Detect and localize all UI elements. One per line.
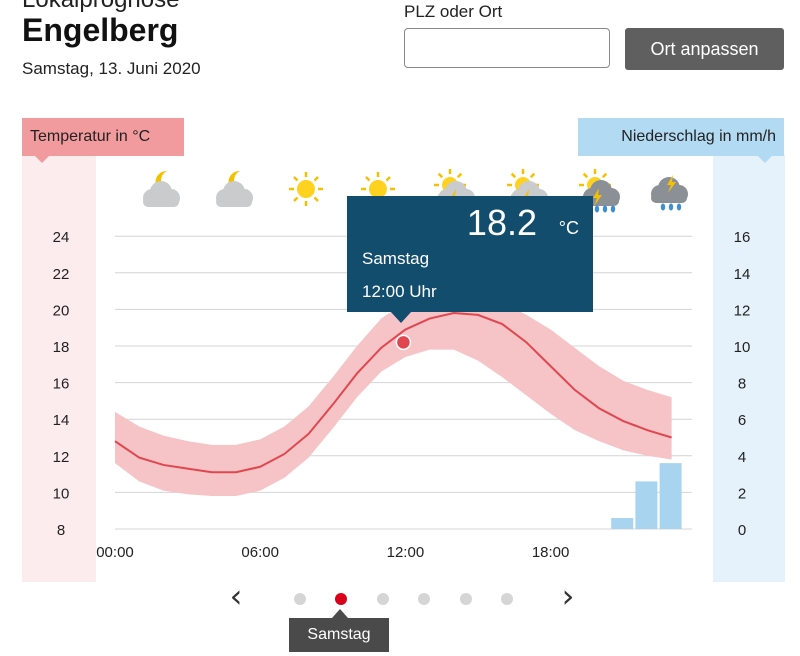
time-tick-label: 06:00 [241,544,279,561]
tooltip-time: 12:00 Uhr [362,282,437,301]
temperature-tick-label: 20 [53,302,70,319]
precipitation-tick-label: 0 [738,522,746,539]
tooltip-day: Samstag [362,249,430,268]
time-tick-label: 00:00 [96,544,134,561]
precipitation-axis-title: Niederschlag in mm/h [578,118,784,156]
tooltip-unit: °C [558,218,579,238]
temperature-tick-label: 24 [53,229,70,246]
moon-cloud-icon [216,170,253,207]
day-pager-dot[interactable] [335,593,347,605]
temperature-tick-label: 8 [57,522,65,539]
value-tooltip: 18.2 °C Samstag 12:00 Uhr [347,196,593,312]
tooltip-value: 18.2 [466,202,537,243]
precipitation-axis-band [713,155,785,582]
precipitation-axis-title-pointer [757,155,773,163]
time-tick-label: 18:00 [532,544,570,561]
highlighted-temperature-point [395,334,412,351]
precipitation-bar [635,481,658,529]
moon-cloud-icon [143,170,180,207]
location-search-label: PLZ oder Ort [404,2,503,21]
day-pager-dot[interactable] [501,593,513,605]
precipitation-tick-label: 4 [738,449,746,466]
cloud-rain-lightning-icon [651,175,688,211]
day-pager-dot[interactable] [418,593,430,605]
temperature-line [114,312,672,474]
day-pager-dot[interactable] [294,593,306,605]
time-tick-label: 12:00 [387,544,425,561]
day-pager-dot[interactable] [460,593,472,605]
location-search-input[interactable] [404,28,610,68]
day-pager-dot[interactable] [377,593,389,605]
page-kicker: Lokalprognose [22,0,179,14]
sun-icon [289,172,323,206]
previous-day-arrow[interactable]: ‹ [229,577,243,615]
temperature-tick-label: 16 [53,376,70,393]
temperature-tick-label: 12 [53,449,70,466]
tooltip-pointer [390,311,412,323]
temperature-axis-band [22,155,96,582]
page-date: Samstag, 13. Juni 2020 [22,59,201,78]
precipitation-bar [659,463,682,529]
precipitation-tick-label: 8 [738,376,746,393]
temperature-tick-label: 10 [53,485,70,502]
temperature-tick-label: 14 [53,412,70,429]
day-label: Samstag [289,618,389,652]
precipitation-tick-label: 10 [734,339,751,356]
page-title: Engelberg [22,12,179,48]
temperature-axis-title: Temperatur in °C [22,118,184,156]
temperature-range-band [115,291,672,497]
precipitation-tick-label: 14 [734,266,751,283]
precipitation-tick-label: 12 [734,302,751,319]
day-label-pointer [332,609,348,618]
temperature-tick-label: 18 [53,339,70,356]
precipitation-bar [611,518,634,529]
precipitation-tick-label: 6 [738,412,746,429]
temperature-axis-title-pointer [34,155,50,163]
next-day-arrow[interactable]: › [561,577,575,615]
temperature-tick-label: 22 [53,266,70,283]
adjust-location-button[interactable]: Ort anpassen [625,28,784,70]
precipitation-tick-label: 2 [738,485,746,502]
precipitation-tick-label: 16 [734,229,751,246]
